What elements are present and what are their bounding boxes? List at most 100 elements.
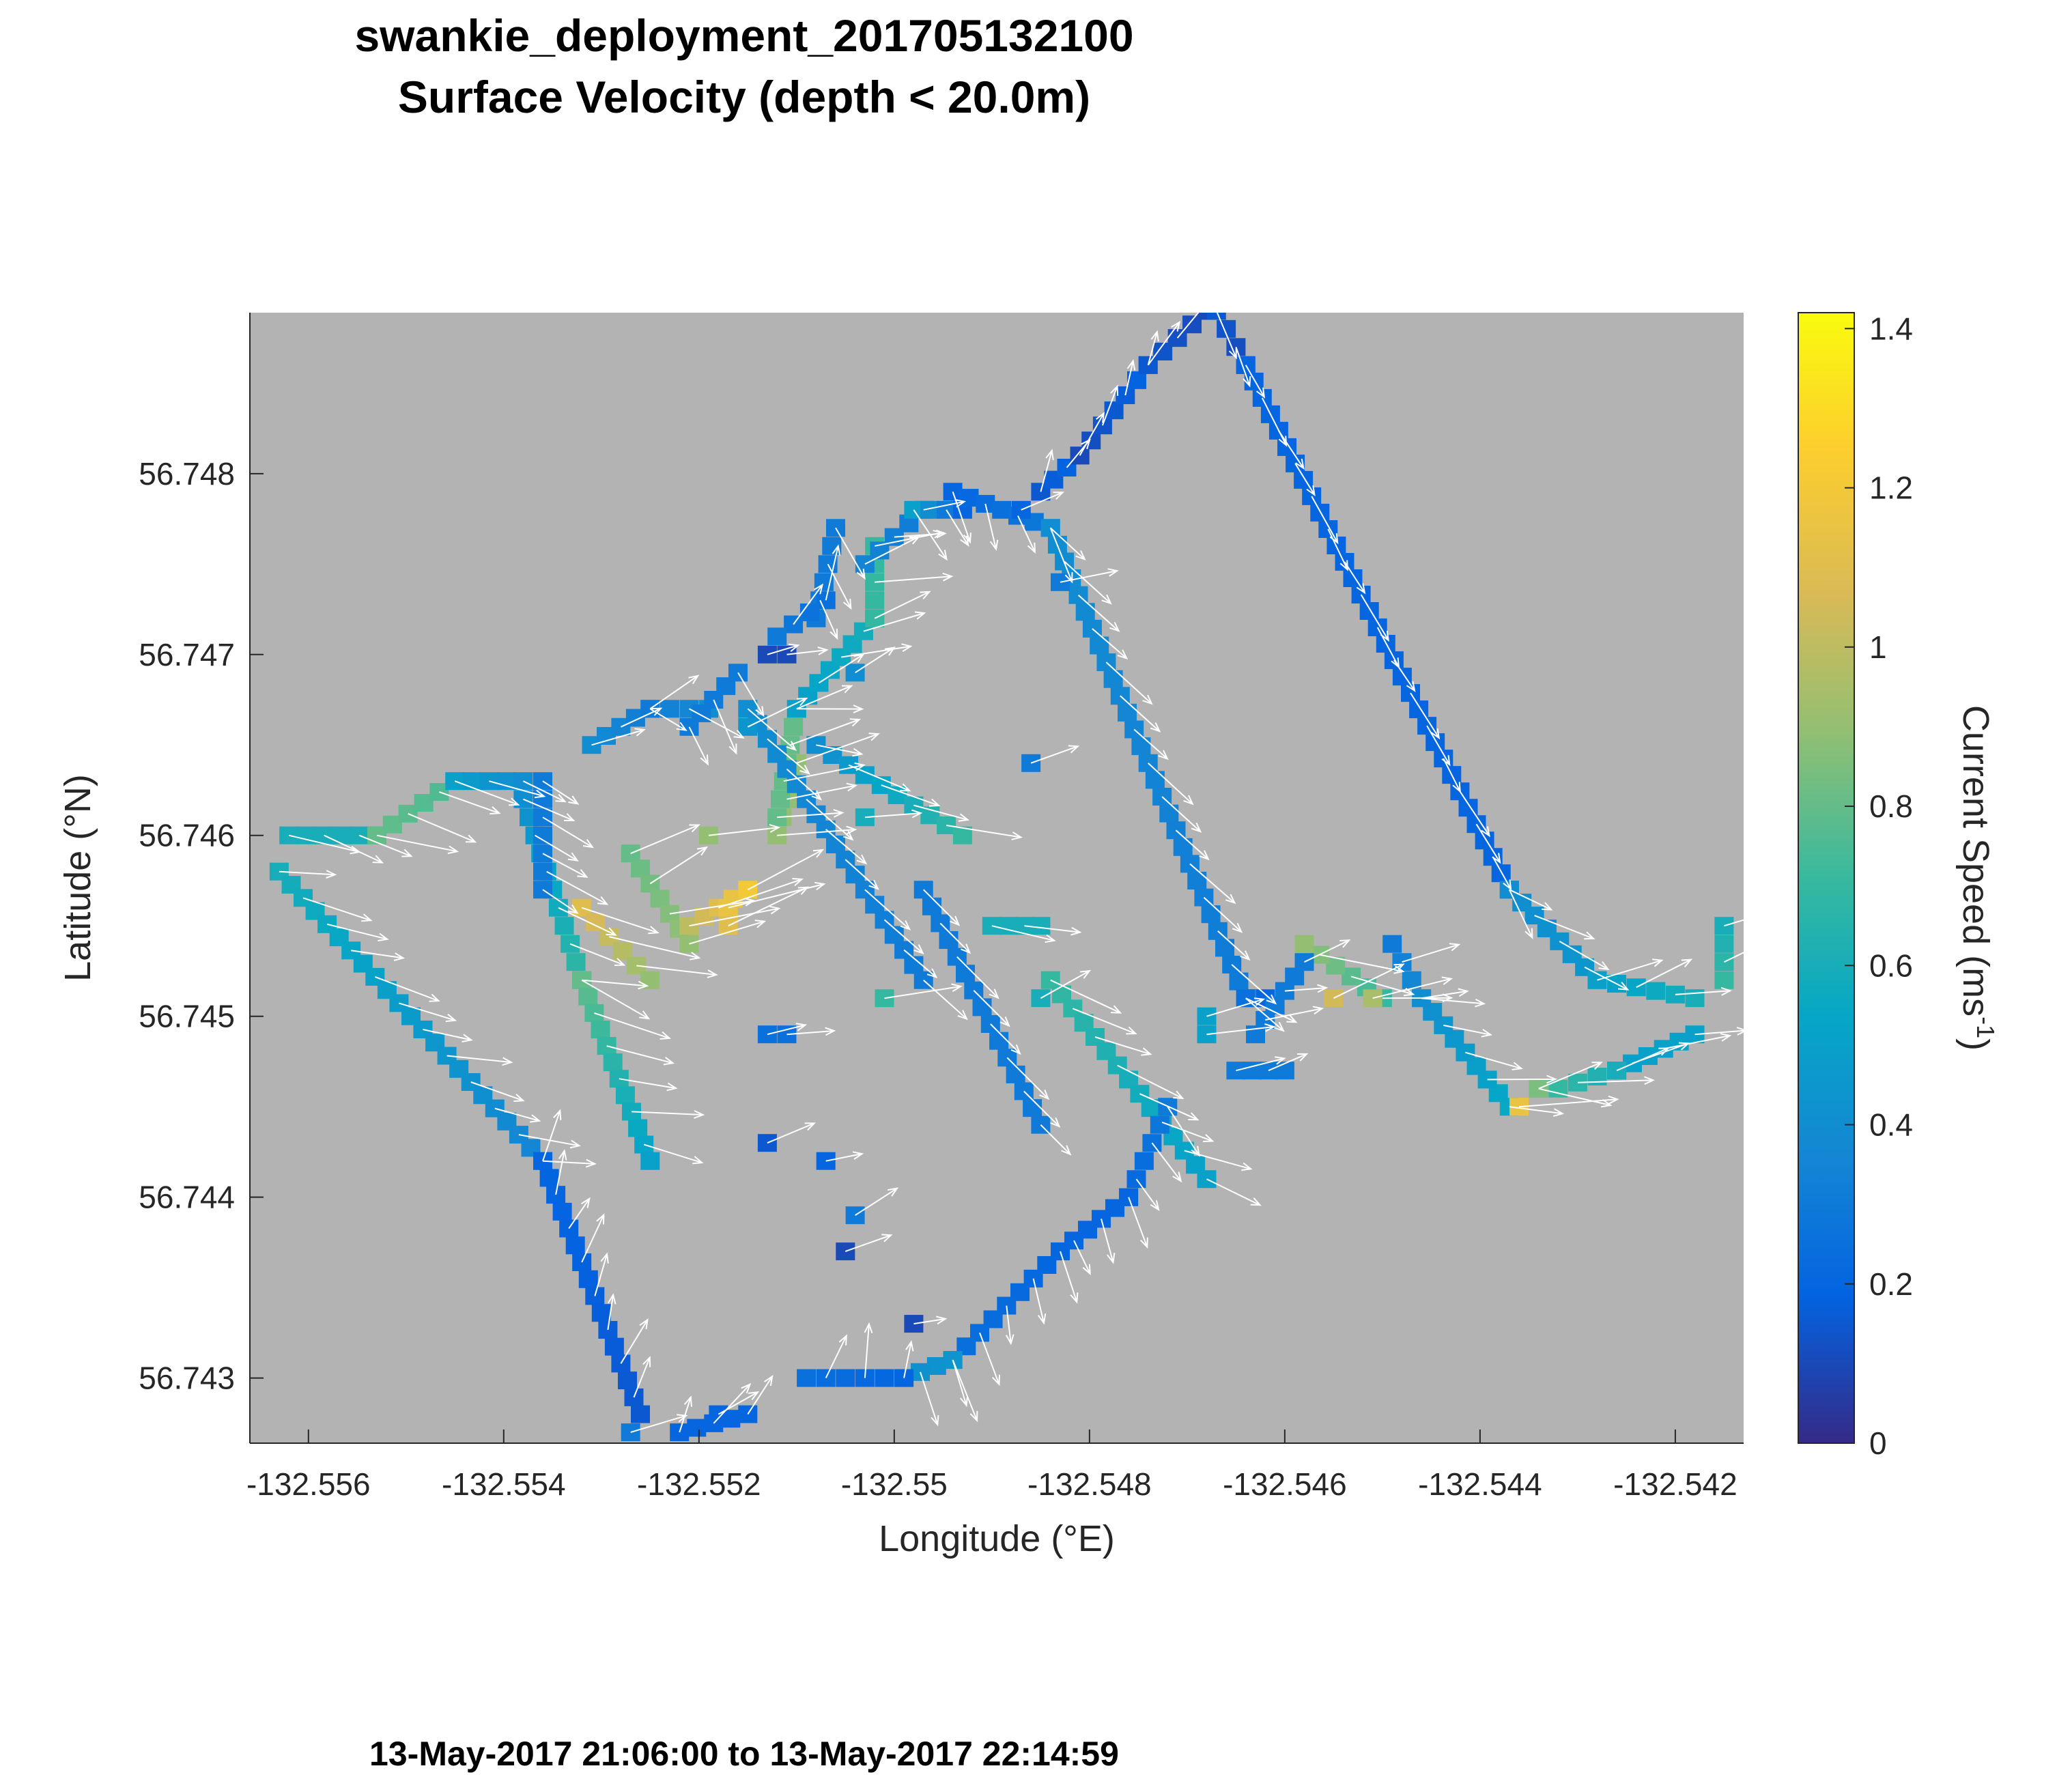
speed-cell	[591, 1304, 611, 1322]
velocity-arrow	[1124, 359, 1136, 396]
velocity-arrow	[825, 544, 841, 601]
velocity-arrow	[399, 1002, 457, 1023]
velocity-arrow	[1538, 1087, 1613, 1108]
velocity-arrow	[827, 563, 852, 610]
velocity-arrow	[1333, 963, 1405, 999]
velocity-arrow	[789, 718, 862, 746]
speed-cell	[799, 603, 819, 621]
velocity-arrow	[1133, 728, 1169, 760]
velocity-arrow	[1421, 997, 1486, 1008]
velocity-arrow	[1161, 796, 1202, 833]
velocity-arrow	[1030, 745, 1080, 764]
speed-cell	[1197, 313, 1217, 320]
speed-cell	[615, 1086, 635, 1105]
velocity-arrow	[845, 859, 879, 890]
velocity-arrow	[737, 672, 765, 717]
velocity-arrow	[718, 1391, 760, 1415]
x-tick-label: -132.542	[1613, 1466, 1737, 1502]
velocity-arrow	[864, 889, 911, 930]
velocity-arrow	[1261, 397, 1288, 447]
velocity-arrow	[324, 834, 384, 864]
velocity-arrow	[825, 1334, 847, 1379]
velocity-arrow	[542, 889, 579, 914]
velocity-arrow	[894, 529, 947, 539]
velocity-arrow	[374, 976, 440, 1002]
velocity-arrow	[1724, 919, 1744, 927]
speed-cell	[1646, 982, 1666, 1000]
speed-cell	[603, 1053, 623, 1072]
velocity-arrow	[1443, 1024, 1493, 1038]
speed-cell	[1425, 733, 1445, 752]
time-range-footer: 13-May-2017 21:06:00 to 13-May-2017 22:1…	[369, 1735, 1119, 1773]
speed-cell	[1201, 905, 1221, 924]
velocity-arrow	[1101, 1219, 1116, 1264]
velocity-arrow	[1064, 560, 1112, 605]
velocity-arrow	[1050, 527, 1086, 561]
velocity-arrow	[470, 1081, 525, 1103]
speed-cell	[771, 790, 790, 808]
velocity-arrow	[669, 898, 756, 915]
speed-cell	[659, 700, 679, 718]
velocity-arrow	[920, 1371, 939, 1427]
velocity-arrow	[848, 764, 911, 792]
velocity-arrow	[855, 646, 896, 674]
velocity-arrow	[747, 849, 825, 891]
velocity-arrow	[1694, 1027, 1744, 1036]
speed-cell	[1134, 1152, 1154, 1170]
speed-cell	[578, 987, 598, 1006]
speed-cell	[687, 1419, 707, 1437]
velocity-arrow	[1139, 1093, 1200, 1121]
velocity-arrow	[835, 527, 866, 580]
speed-cell	[1150, 1115, 1169, 1134]
speed-cell	[972, 998, 992, 1016]
velocity-arrow	[581, 979, 651, 1020]
velocity-arrow	[1597, 958, 1664, 981]
speed-cell	[1714, 971, 1734, 989]
velocity-arrow	[606, 1045, 675, 1066]
velocity-arrow	[581, 1213, 605, 1263]
velocity-arrow	[806, 798, 854, 841]
speed-cell	[533, 862, 552, 881]
velocity-arrow	[542, 1109, 562, 1162]
velocity-arrow	[1147, 330, 1159, 366]
velocity-arrow	[923, 499, 967, 511]
velocity-arrow	[786, 768, 823, 801]
velocity-arrow	[439, 791, 501, 815]
velocity-arrow	[1023, 1090, 1061, 1128]
velocity-arrow	[1060, 568, 1119, 583]
velocity-arrow	[1147, 320, 1181, 366]
velocity-arrow	[591, 728, 646, 746]
velocity-arrow	[1120, 695, 1161, 733]
velocity-arrow	[923, 979, 968, 1021]
velocity-arrow	[1073, 1240, 1091, 1276]
speed-cell	[1131, 737, 1151, 756]
velocity-arrow	[796, 705, 864, 713]
velocity-arrow	[713, 1382, 752, 1424]
speed-cell	[1310, 503, 1330, 522]
colorbar-label: Current Speed (ms-1)	[1955, 705, 2000, 1051]
velocity-arrow	[1393, 659, 1416, 692]
speed-cell	[767, 627, 787, 646]
velocity-arrow	[825, 1151, 864, 1162]
velocity-arrow	[1101, 384, 1119, 426]
velocity-arrow	[825, 829, 868, 865]
velocity-arrow	[1509, 1106, 1565, 1117]
velocity-arrow	[1245, 365, 1266, 399]
velocity-arrow	[883, 919, 924, 954]
colorbar-tick-label: 1.4	[1869, 311, 1913, 346]
velocity-arrow	[1105, 662, 1153, 705]
velocity-arrow	[1534, 915, 1595, 940]
speed-cell	[922, 897, 941, 915]
speed-cell	[1229, 972, 1249, 991]
speed-cell	[578, 1270, 598, 1288]
velocity-arrow	[786, 646, 829, 655]
velocity-arrow	[1161, 1121, 1215, 1143]
velocity-arrow	[518, 1134, 582, 1149]
y-tick-label: 56.746	[139, 818, 235, 853]
velocity-arrow	[1320, 954, 1405, 974]
velocity-arrow	[1040, 969, 1092, 999]
speed-cell	[1006, 1065, 1025, 1083]
velocity-arrow	[991, 925, 1056, 943]
velocity-arrow	[636, 965, 718, 978]
velocity-arrow	[973, 990, 1010, 1027]
